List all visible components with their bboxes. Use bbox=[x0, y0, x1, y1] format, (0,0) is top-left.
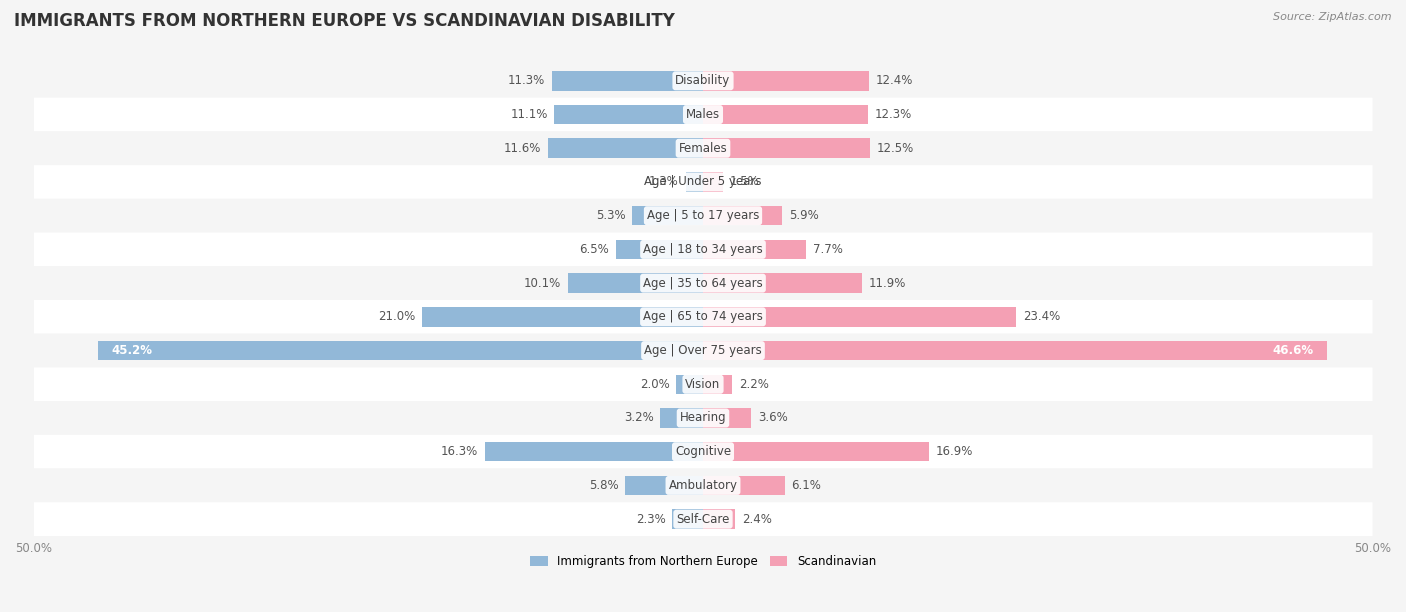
Text: 2.4%: 2.4% bbox=[742, 513, 772, 526]
FancyBboxPatch shape bbox=[34, 266, 1372, 300]
Text: 45.2%: 45.2% bbox=[111, 344, 152, 357]
FancyBboxPatch shape bbox=[34, 502, 1372, 536]
Text: 11.9%: 11.9% bbox=[869, 277, 907, 289]
Bar bbox=[568, 274, 703, 293]
Text: 12.5%: 12.5% bbox=[877, 142, 914, 155]
Text: 6.1%: 6.1% bbox=[792, 479, 821, 492]
Text: 2.0%: 2.0% bbox=[640, 378, 669, 391]
Text: Cognitive: Cognitive bbox=[675, 445, 731, 458]
Text: 5.8%: 5.8% bbox=[589, 479, 619, 492]
FancyBboxPatch shape bbox=[34, 401, 1372, 435]
FancyBboxPatch shape bbox=[34, 469, 1372, 502]
Text: Females: Females bbox=[679, 142, 727, 155]
Bar bbox=[703, 240, 806, 259]
Text: Vision: Vision bbox=[685, 378, 721, 391]
Text: Age | 35 to 64 years: Age | 35 to 64 years bbox=[643, 277, 763, 289]
Bar bbox=[548, 138, 703, 158]
Bar bbox=[485, 442, 703, 461]
Text: 3.2%: 3.2% bbox=[624, 411, 654, 425]
Bar bbox=[703, 408, 751, 428]
Bar bbox=[703, 509, 735, 529]
Legend: Immigrants from Northern Europe, Scandinavian: Immigrants from Northern Europe, Scandin… bbox=[526, 550, 880, 573]
FancyBboxPatch shape bbox=[34, 367, 1372, 401]
Text: 12.4%: 12.4% bbox=[876, 74, 912, 88]
Bar bbox=[703, 274, 862, 293]
Bar bbox=[703, 71, 869, 91]
Text: 6.5%: 6.5% bbox=[579, 243, 609, 256]
Bar bbox=[703, 172, 723, 192]
Text: 10.1%: 10.1% bbox=[524, 277, 561, 289]
Bar bbox=[703, 307, 1017, 327]
FancyBboxPatch shape bbox=[34, 98, 1372, 132]
Bar bbox=[672, 509, 703, 529]
Text: 7.7%: 7.7% bbox=[813, 243, 842, 256]
Text: Age | 18 to 34 years: Age | 18 to 34 years bbox=[643, 243, 763, 256]
Text: 2.3%: 2.3% bbox=[636, 513, 665, 526]
FancyBboxPatch shape bbox=[34, 132, 1372, 165]
Bar bbox=[422, 307, 703, 327]
Bar bbox=[676, 375, 703, 394]
Bar bbox=[703, 206, 782, 225]
Bar bbox=[616, 240, 703, 259]
Bar bbox=[703, 138, 870, 158]
Text: Age | 5 to 17 years: Age | 5 to 17 years bbox=[647, 209, 759, 222]
Text: IMMIGRANTS FROM NORTHERN EUROPE VS SCANDINAVIAN DISABILITY: IMMIGRANTS FROM NORTHERN EUROPE VS SCAND… bbox=[14, 12, 675, 30]
Text: 46.6%: 46.6% bbox=[1272, 344, 1313, 357]
Text: 2.2%: 2.2% bbox=[740, 378, 769, 391]
FancyBboxPatch shape bbox=[34, 64, 1372, 98]
Text: 11.3%: 11.3% bbox=[508, 74, 546, 88]
Text: Hearing: Hearing bbox=[679, 411, 727, 425]
Bar bbox=[661, 408, 703, 428]
Text: 23.4%: 23.4% bbox=[1024, 310, 1060, 323]
Text: 1.3%: 1.3% bbox=[650, 176, 679, 188]
Text: Age | Under 5 years: Age | Under 5 years bbox=[644, 176, 762, 188]
Text: Source: ZipAtlas.com: Source: ZipAtlas.com bbox=[1274, 12, 1392, 22]
Text: 1.5%: 1.5% bbox=[730, 176, 759, 188]
Bar bbox=[703, 442, 929, 461]
Bar bbox=[98, 341, 703, 360]
Text: 11.6%: 11.6% bbox=[503, 142, 541, 155]
Text: 16.3%: 16.3% bbox=[441, 445, 478, 458]
Bar bbox=[703, 105, 868, 124]
Bar bbox=[633, 206, 703, 225]
Text: Age | Over 75 years: Age | Over 75 years bbox=[644, 344, 762, 357]
Text: Age | 65 to 74 years: Age | 65 to 74 years bbox=[643, 310, 763, 323]
Bar bbox=[703, 476, 785, 495]
FancyBboxPatch shape bbox=[34, 233, 1372, 266]
Bar bbox=[703, 341, 1327, 360]
Text: Males: Males bbox=[686, 108, 720, 121]
Text: Self-Care: Self-Care bbox=[676, 513, 730, 526]
Text: 16.9%: 16.9% bbox=[936, 445, 973, 458]
Text: 21.0%: 21.0% bbox=[378, 310, 415, 323]
FancyBboxPatch shape bbox=[34, 435, 1372, 469]
FancyBboxPatch shape bbox=[34, 334, 1372, 367]
Bar bbox=[554, 105, 703, 124]
Text: Disability: Disability bbox=[675, 74, 731, 88]
Text: 3.6%: 3.6% bbox=[758, 411, 787, 425]
Bar bbox=[703, 375, 733, 394]
FancyBboxPatch shape bbox=[34, 165, 1372, 199]
Bar bbox=[686, 172, 703, 192]
Text: Ambulatory: Ambulatory bbox=[668, 479, 738, 492]
Bar bbox=[551, 71, 703, 91]
Text: 11.1%: 11.1% bbox=[510, 108, 548, 121]
Text: 12.3%: 12.3% bbox=[875, 108, 911, 121]
Bar bbox=[626, 476, 703, 495]
Text: 5.3%: 5.3% bbox=[596, 209, 626, 222]
FancyBboxPatch shape bbox=[34, 300, 1372, 334]
FancyBboxPatch shape bbox=[34, 199, 1372, 233]
Text: 5.9%: 5.9% bbox=[789, 209, 818, 222]
